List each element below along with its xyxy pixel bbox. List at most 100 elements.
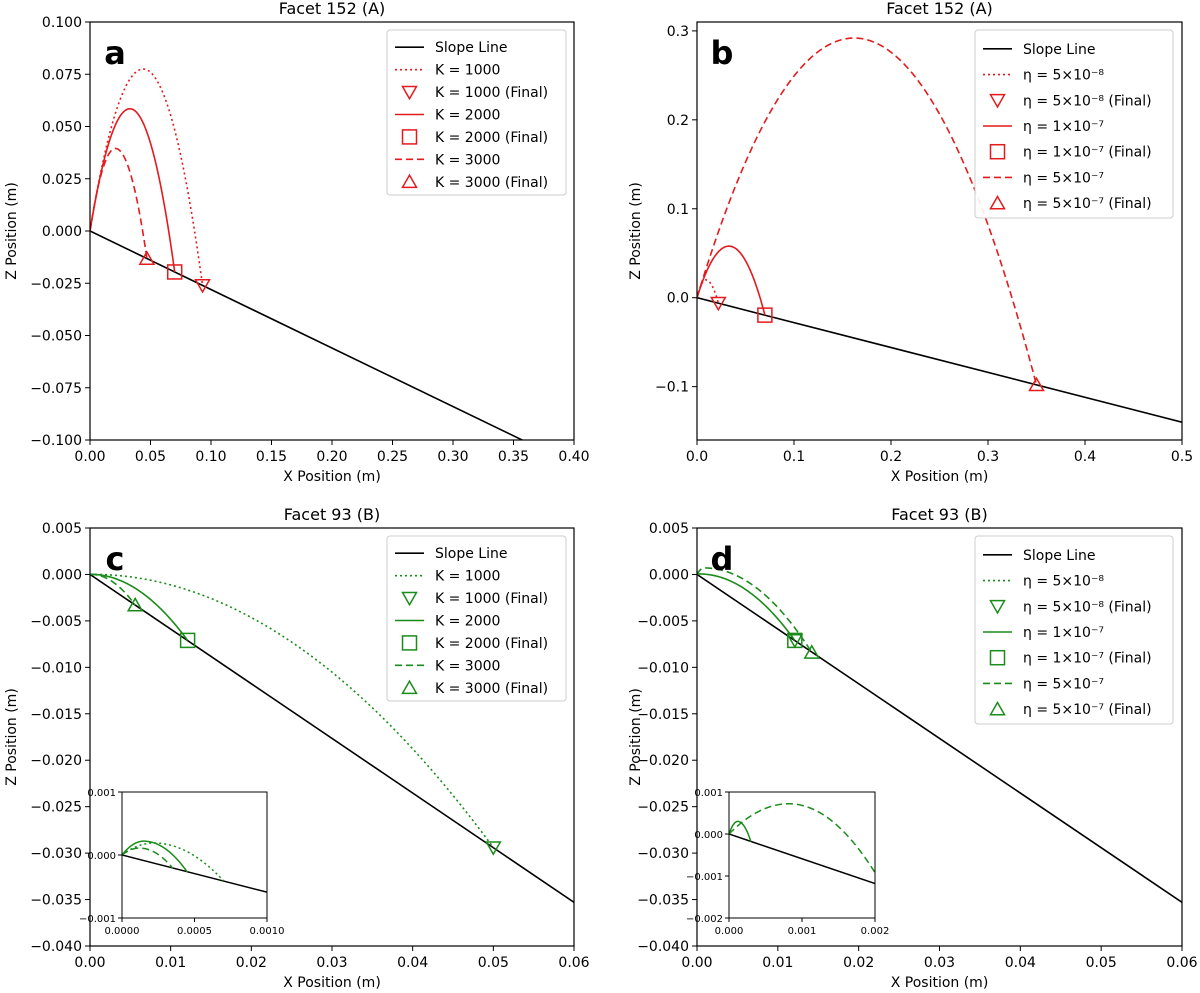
x-tick-label: 0.04 <box>397 955 428 971</box>
x-tick-label: 0.06 <box>558 955 589 971</box>
x-tick-label: 0.25 <box>377 449 408 465</box>
x-tick-label: 0.35 <box>498 449 529 465</box>
y-axis-label: Z Position (m) <box>628 182 644 280</box>
x-tick-label: 0.4 <box>1074 449 1096 465</box>
legend: Slope Line η = 5×10⁻⁸ η = 5×10⁻⁸ (Final) η … <box>974 535 1174 725</box>
slope-line <box>90 573 574 904</box>
y-tick-label: 0.000 <box>42 224 82 240</box>
x-tick-label: 0.20 <box>316 449 347 465</box>
inset-bg <box>729 792 875 918</box>
x-tick-label: 0.03 <box>924 955 955 971</box>
final-marker-0 <box>710 296 727 312</box>
inset-y-tick-label: −0.001 <box>79 914 116 925</box>
y-tick-label: −0.025 <box>30 276 82 292</box>
x-tick-label: 0.00 <box>74 449 105 465</box>
plot-area <box>90 68 524 440</box>
legend-box <box>974 29 1174 219</box>
series-line-0 <box>90 68 204 286</box>
y-tick-label: −0.020 <box>637 753 689 769</box>
y-tick-label: −0.015 <box>637 707 689 723</box>
x-tick-label: 0.05 <box>478 955 509 971</box>
panel-title: Facet 152 (A) <box>886 0 993 18</box>
legend-label: K = 3000 (Final) <box>435 681 548 697</box>
series-line-2 <box>90 573 136 606</box>
inset-x-tick-label: 0.002 <box>861 926 890 937</box>
series-line-0 <box>90 573 494 849</box>
final-marker-0 <box>194 278 211 294</box>
series-line-1 <box>697 573 796 641</box>
legend-label: η = 1×10⁻⁷ (Final) <box>1023 651 1152 667</box>
panel-letter: c <box>106 540 125 578</box>
legend-label: Slope Line <box>435 40 507 56</box>
final-marker-1 <box>757 307 773 323</box>
legend: Slope Line η = 5×10⁻⁸ η = 5×10⁻⁸ (Final) η … <box>974 29 1174 219</box>
x-tick-label: 0.5 <box>1171 449 1193 465</box>
axes-frame <box>89 527 575 947</box>
y-tick-label: −0.025 <box>30 800 82 816</box>
inset-y-tick-label: −0.001 <box>686 872 723 883</box>
x-tick-label: 0.2 <box>880 449 902 465</box>
legend-marker <box>989 700 1006 716</box>
panel-b: Facet 152 (A) 0.0 0.1 0.2 0.3 0.4 0.5 −0.1 0.0 0.… <box>628 0 1193 485</box>
y-tick-label: 0.000 <box>42 567 82 583</box>
final-marker-2 <box>138 250 156 265</box>
y-axis-label: Z Position (m) <box>4 182 20 280</box>
y-tick-label: 0.075 <box>42 67 82 83</box>
y-axis-label: Z Position (m) <box>628 688 644 786</box>
legend-marker <box>401 635 418 651</box>
legend-label: η = 1×10⁻⁷ (Final) <box>1023 145 1152 161</box>
y-tick-label: −0.030 <box>637 846 689 862</box>
legend-marker <box>989 93 1006 109</box>
x-tick-label: 0.06 <box>1166 955 1197 971</box>
x-tick-label: 0.01 <box>155 955 186 971</box>
x-tick-label: 0.02 <box>236 955 267 971</box>
legend-label: K = 3000 <box>435 152 500 168</box>
x-axis-label: X Position (m) <box>283 469 381 485</box>
final-marker-1 <box>166 264 183 280</box>
axes-frame <box>696 21 1183 441</box>
x-tick-label: 0.04 <box>1005 955 1036 971</box>
inset-y-tick-label: 0.001 <box>694 788 723 799</box>
legend-marker <box>401 591 418 607</box>
final-marker-0 <box>786 634 804 649</box>
y-tick-label: 0.3 <box>667 24 689 40</box>
x-tick-label: 0.0 <box>686 449 708 465</box>
legend-label: K = 3000 <box>435 658 500 674</box>
plot-area <box>90 573 574 904</box>
slope-line <box>697 296 1182 423</box>
legend-label: K = 3000 (Final) <box>435 175 548 191</box>
x-tick-label: 0.05 <box>135 449 166 465</box>
legend-marker <box>401 85 418 101</box>
x-tick-label: 0.10 <box>195 449 226 465</box>
inset-x-tick-label: 0.000 <box>715 926 744 937</box>
legend-box <box>386 535 567 702</box>
legend-marker <box>401 129 418 145</box>
legend-label: η = 5×10⁻⁷ <box>1023 676 1104 692</box>
series-line-0 <box>697 279 720 304</box>
legend-marker <box>989 143 1006 160</box>
panel-a: Facet 152 (A) 0.00 0.05 0.10 0.15 0.20 0.25 0.3… <box>4 0 590 485</box>
inset-x-tick-label: 0.001 <box>788 926 817 937</box>
x-tick-label: 0.30 <box>437 449 468 465</box>
y-tick-label: −0.040 <box>30 939 82 955</box>
inset-x-tick-label: 0.0005 <box>177 926 212 937</box>
final-marker-2 <box>126 596 144 612</box>
legend: Slope Line K = 1000 K = 1000 (Final) K = 20… <box>386 29 567 196</box>
x-tick-label: 0.3 <box>977 449 999 465</box>
legend-label: K = 2000 <box>435 108 500 124</box>
y-tick-label: −0.1 <box>655 380 689 396</box>
x-tick-label: 0.01 <box>762 955 793 971</box>
legend-marker <box>989 649 1006 666</box>
inset-plot-area <box>729 803 875 885</box>
series-line-1 <box>90 107 176 273</box>
x-tick-label: 0.15 <box>256 449 287 465</box>
panel-letter: a <box>104 34 126 72</box>
y-tick-label: −0.075 <box>30 381 82 397</box>
final-marker-0 <box>485 841 502 856</box>
x-axis-label: X Position (m) <box>891 975 989 991</box>
y-tick-label: 0.0 <box>667 291 689 307</box>
legend-label: K = 1000 (Final) <box>435 591 548 607</box>
legend-marker <box>401 679 418 695</box>
inset: 0.0000 0.0005 0.0010 −0.001 0.000 0.001 <box>79 788 285 937</box>
y-tick-label: −0.035 <box>30 893 82 909</box>
